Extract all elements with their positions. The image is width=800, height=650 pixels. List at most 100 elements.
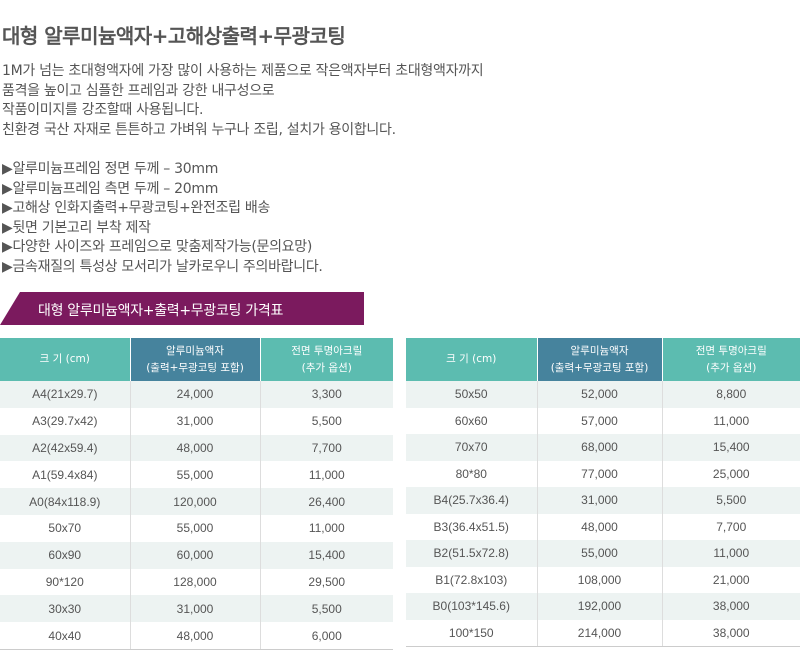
- table-row: A0(84x118.9) 120,000 26,400: [0, 488, 393, 515]
- frame-price-cell: 68,000: [537, 434, 663, 461]
- table-row: B2(51.5x72.8) 55,000 11,000: [406, 540, 800, 567]
- size-cell: B0(103*145.6): [406, 593, 538, 620]
- frame-price-cell: 31,000: [130, 595, 261, 623]
- acrylic-price-cell: 29,500: [260, 568, 393, 596]
- acrylic-price-cell: 8,800: [662, 381, 800, 408]
- table-row: A4(21x29.7) 24,000 3,300: [0, 381, 393, 408]
- acrylic-price-cell: 3,300: [260, 381, 393, 408]
- acrylic-price-cell: 5,500: [260, 407, 393, 435]
- table-row: 70x70 68,000 15,400: [406, 434, 800, 461]
- size-cell: 70x70: [406, 434, 538, 461]
- table-row: B3(36.4x51.5) 48,000 7,700: [406, 513, 800, 540]
- size-cell: 60x90: [0, 541, 131, 569]
- table-row: B0(103*145.6) 192,000 38,000: [406, 593, 800, 620]
- size-cell: 90*120: [0, 568, 131, 596]
- frame-price-cell: 48,000: [130, 434, 261, 462]
- size-cell: A4(21x29.7): [0, 381, 131, 408]
- table-header-row: 크 기 (cm) 알루미늄액자 (출력+무광코팅 포함) 전면 투명아크릴 (추가 …: [0, 338, 393, 381]
- size-cell: B2(51.5x72.8): [406, 540, 538, 567]
- frame-price-cell: 60,000: [130, 541, 261, 569]
- size-cell: 80*80: [406, 460, 538, 487]
- frame-price-cell: 31,000: [537, 487, 663, 514]
- frame-price-cell: 48,000: [537, 513, 663, 540]
- size-column-header: 크 기 (cm): [0, 338, 131, 381]
- feature-item: ▶알루미늄프레임 정면 두께 – 30mm: [2, 161, 219, 177]
- acrylic-price-cell: 25,000: [662, 460, 800, 487]
- table-row: 100*150 214,000 38,000: [406, 619, 800, 647]
- table-row: 30x30 31,000 5,500: [0, 595, 393, 623]
- feature-list: ▶알루미늄프레임 정면 두께 – 30mm ▶알루미늄프레임 측면 두께 – 2…: [2, 160, 323, 277]
- size-cell: A0(84x118.9): [0, 488, 131, 515]
- product-description: 1M가 넘는 초대형액자에 가장 많이 사용하는 제품으로 작은액자부터 초대형…: [2, 62, 792, 140]
- frame-price-cell: 31,000: [130, 407, 261, 435]
- frame-price-cell: 55,000: [130, 461, 261, 489]
- size-cell: B3(36.4x51.5): [406, 513, 538, 540]
- frame-price-cell: 108,000: [537, 566, 663, 593]
- size-cell: A1(59.4x84): [0, 461, 131, 489]
- frame-price-column-header: 알루미늄액자 (출력+무광코팅 포함): [130, 338, 261, 381]
- feature-item: ▶알루미늄프레임 측면 두께 – 20mm: [2, 180, 219, 197]
- frame-price-cell: 214,000: [537, 619, 663, 647]
- acrylic-price-cell: 21,000: [662, 566, 800, 593]
- size-cell: A2(42x59.4): [0, 434, 131, 462]
- frame-price-cell: 57,000: [537, 407, 663, 434]
- size-cell: 60x60: [406, 407, 538, 434]
- table-row: 40x40 48,000 6,000: [0, 622, 393, 650]
- size-cell: 100*150: [406, 619, 538, 647]
- acrylic-option-column-header: 전면 투명아크릴 (추가 옵션): [662, 338, 800, 381]
- price-table-right: 크 기 (cm) 알루미늄액자 (출력+무광코팅 포함) 전면 투명아크릴 (추가 …: [406, 338, 800, 647]
- frame-price-cell: 24,000: [130, 381, 261, 408]
- description-line: 친환경 국산 자재로 튼튼하고 가벼워 누구나 조립, 설치가 용이합니다.: [2, 121, 396, 138]
- table-row: A1(59.4x84) 55,000 11,000: [0, 461, 393, 489]
- acrylic-option-column-header: 전면 투명아크릴 (추가 옵션): [260, 338, 393, 381]
- acrylic-price-cell: 11,000: [662, 407, 800, 434]
- table-row: 50x50 52,000 8,800: [406, 381, 800, 408]
- price-table-left: 크 기 (cm) 알루미늄액자 (출력+무광코팅 포함) 전면 투명아크릴 (추가 …: [0, 338, 393, 650]
- table-row: 50x70 55,000 11,000: [0, 514, 393, 542]
- feature-item: ▶고해상 인화지출력+무광코팅+완전조립 배송: [2, 200, 271, 216]
- frame-price-cell: 128,000: [130, 568, 261, 596]
- acrylic-price-cell: 38,000: [662, 593, 800, 620]
- acrylic-price-cell: 7,700: [260, 434, 393, 462]
- acrylic-price-cell: 26,400: [260, 488, 393, 515]
- frame-price-cell: 55,000: [130, 514, 261, 542]
- size-cell: B1(72.8x103): [406, 566, 538, 593]
- frame-price-cell: 77,000: [537, 460, 663, 487]
- table-row: B4(25.7x36.4) 31,000 5,500: [406, 487, 800, 514]
- feature-item: ▶뒷면 기본고리 부착 제작: [2, 219, 151, 236]
- description-line: 작품이미지를 강조할때 사용됩니다.: [2, 102, 204, 118]
- size-cell: 40x40: [0, 622, 131, 650]
- table-row: 60x60 57,000 11,000: [406, 407, 800, 434]
- acrylic-price-cell: 5,500: [260, 595, 393, 623]
- table-row: A3(29.7x42) 31,000 5,500: [0, 407, 393, 435]
- size-cell: 30x30: [0, 595, 131, 623]
- size-cell: 50x70: [0, 514, 131, 542]
- feature-item: ▶금속재질의 특성상 모서리가 날카로우니 주의바랍니다.: [2, 258, 323, 275]
- acrylic-price-cell: 5,500: [662, 487, 800, 514]
- frame-price-cell: 120,000: [130, 488, 261, 515]
- table-row: A2(42x59.4) 48,000 7,700: [0, 434, 393, 462]
- frame-price-column-header: 알루미늄액자 (출력+무광코팅 포함): [537, 338, 663, 381]
- table-row: 80*80 77,000 25,000: [406, 460, 800, 487]
- table-row: B1(72.8x103) 108,000 21,000: [406, 566, 800, 593]
- price-table-title: 대형 알루미늄액자+출력+무광코팅 가격표: [38, 303, 284, 319]
- description-line: 1M가 넘는 초대형액자에 가장 많이 사용하는 제품으로 작은액자부터 초대형…: [2, 63, 484, 79]
- feature-item: ▶다양한 사이즈와 프레임으로 맞춤제작가능(문의요망): [2, 239, 313, 255]
- acrylic-price-cell: 11,000: [260, 514, 393, 542]
- frame-price-cell: 52,000: [537, 381, 663, 408]
- size-cell: 50x50: [406, 381, 538, 408]
- acrylic-price-cell: 38,000: [662, 619, 800, 647]
- page-title: 대형 알루미늄액자+고해상출력+무광코팅: [2, 24, 346, 48]
- size-column-header: 크 기 (cm): [406, 338, 538, 381]
- acrylic-price-cell: 15,400: [662, 434, 800, 461]
- size-cell: B4(25.7x36.4): [406, 487, 538, 514]
- acrylic-price-cell: 15,400: [260, 541, 393, 569]
- table-row: 90*120 128,000 29,500: [0, 568, 393, 596]
- frame-price-cell: 48,000: [130, 622, 261, 650]
- price-table-banner: 대형 알루미늄액자+출력+무광코팅 가격표: [0, 292, 364, 325]
- description-line: 품격을 높이고 심플한 프레임과 강한 내구성으로: [2, 82, 275, 99]
- frame-price-cell: 192,000: [537, 593, 663, 620]
- table-row: 60x90 60,000 15,400: [0, 541, 393, 569]
- size-cell: A3(29.7x42): [0, 407, 131, 435]
- acrylic-price-cell: 11,000: [260, 461, 393, 489]
